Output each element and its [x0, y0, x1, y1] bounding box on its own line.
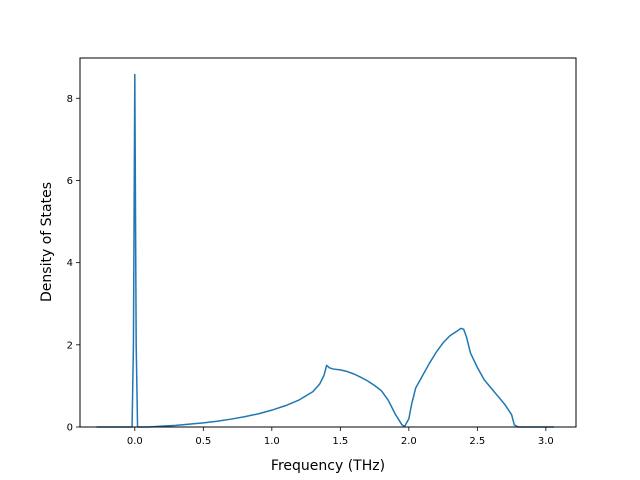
y-axis-label: Density of States	[39, 182, 55, 302]
axes-frame	[79, 57, 577, 428]
plot-area	[96, 73, 555, 428]
y-axis-ticks: 0 2 4 6 8	[67, 94, 80, 434]
y-tick-label: 6	[67, 176, 73, 187]
y-tick-label: 4	[67, 258, 73, 269]
x-tick-label: 2.0	[401, 436, 417, 447]
x-tick-label: 0.0	[127, 436, 143, 447]
x-tick-label: 1.0	[264, 436, 280, 447]
series-line-0	[96, 73, 555, 428]
x-tick-label: 0.5	[195, 436, 211, 447]
x-tick-label: 3.0	[538, 436, 554, 447]
y-tick-label: 8	[67, 94, 73, 105]
x-tick-label: 2.5	[469, 436, 485, 447]
x-axis-ticks: 0.0 0.5 1.0 1.5 2.0 2.5 3.0	[127, 427, 554, 447]
x-axis-label: Frequency (THz)	[271, 458, 385, 474]
y-tick-label: 2	[67, 340, 73, 351]
x-tick-label: 1.5	[332, 436, 348, 447]
y-tick-label: 0	[67, 423, 73, 434]
